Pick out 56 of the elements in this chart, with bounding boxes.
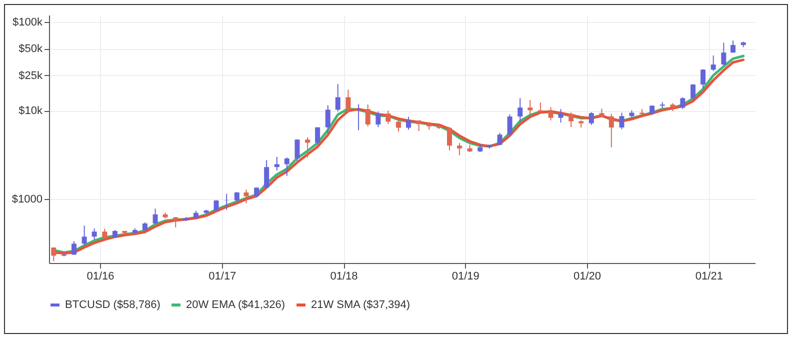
- candlestick: [568, 112, 574, 128]
- candlestick: [284, 157, 290, 176]
- candlestick: [254, 187, 260, 198]
- candlestick: [173, 216, 178, 228]
- candlestick: [365, 104, 370, 128]
- candlestick: [710, 54, 716, 72]
- candlestick: [346, 89, 351, 114]
- y-tick-label: $1000: [12, 194, 42, 206]
- candlestick: [548, 106, 554, 121]
- y-tick-label: $100k: [12, 16, 43, 29]
- candlestick: [588, 112, 594, 126]
- candlestick: [507, 114, 512, 136]
- candlestick: [92, 228, 97, 240]
- candlestick: [528, 100, 533, 115]
- candlestick: [244, 189, 249, 204]
- y-tick-label: $50k: [18, 43, 43, 56]
- candlestick: [730, 40, 736, 54]
- candlestick: [325, 104, 330, 134]
- legend-label: BTCUSD ($58,786): [65, 299, 160, 311]
- y-tick-label: $25k: [18, 70, 43, 82]
- candlestick: [700, 68, 706, 90]
- candlestick: [294, 138, 300, 162]
- candlestick: [376, 111, 381, 128]
- x-tick-label: 01/16: [86, 270, 114, 282]
- candlestick: [406, 116, 411, 130]
- candlestick: [264, 160, 270, 189]
- candlestick: [274, 156, 280, 172]
- candlestick: [446, 126, 452, 151]
- candlestick: [518, 98, 523, 122]
- candlestick: [558, 108, 564, 124]
- candlestick: [680, 96, 686, 110]
- candlestick: [456, 142, 462, 156]
- legend-label: 21W SMA ($37,394): [311, 299, 410, 311]
- candlestick: [335, 84, 340, 112]
- candlestick: [608, 113, 614, 148]
- candlestick: [619, 112, 624, 130]
- candlestick: [234, 192, 240, 203]
- y-tick-label: $10k: [18, 105, 43, 118]
- candlestick: [51, 246, 56, 262]
- x-tick-label: 01/19: [452, 270, 480, 282]
- x-tick-label: 01/21: [695, 270, 723, 282]
- candlestick: [396, 120, 401, 132]
- candlestick: [690, 84, 696, 100]
- x-tick-label: 01/18: [330, 270, 358, 282]
- candlestick: [497, 132, 502, 146]
- x-tick-label: 01/20: [573, 270, 602, 282]
- x-tick-label: 01/17: [208, 270, 236, 282]
- candlestick: [386, 110, 391, 124]
- candlestick: [152, 208, 158, 224]
- candlestick: [315, 126, 320, 146]
- candlestick: [305, 136, 310, 158]
- candlestick: [82, 225, 87, 246]
- candlestick: [102, 228, 108, 240]
- candlestick: [71, 240, 76, 256]
- candlestick: [721, 42, 726, 66]
- legend-label: 20W EMA ($41,326): [186, 299, 286, 311]
